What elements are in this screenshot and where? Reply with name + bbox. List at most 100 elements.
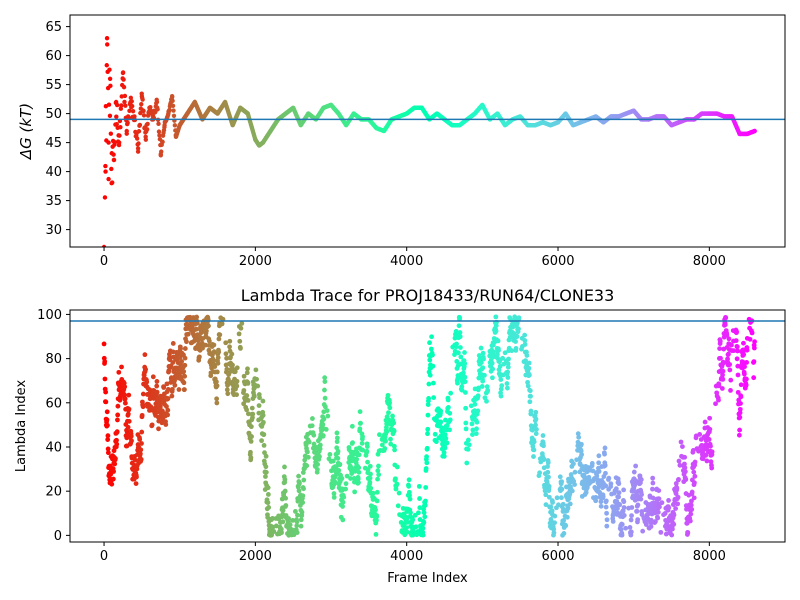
lambda-point [169,386,175,392]
lambda-point [737,406,743,412]
lambda-point [356,452,362,458]
lambda-point [375,476,380,482]
lambda-point [596,453,602,459]
lambda-point [735,372,741,378]
lambda-point [122,400,128,406]
lambda-point [589,461,595,466]
lambda-point [708,443,713,449]
lambda-point [524,353,530,358]
lambda-point [170,341,176,346]
lambda-point [559,486,565,492]
lambda-point [687,518,693,524]
lambda-point [224,387,230,393]
lambda-point [447,410,453,416]
lambda-point [142,352,148,358]
lambda-point [751,345,757,351]
lambda-point [463,426,469,432]
lambda-point [394,464,400,470]
lambda-point [656,496,662,502]
lambda-point [516,315,522,321]
lambda-point [227,338,233,344]
lambda-point [279,530,284,536]
dg-point [170,98,175,104]
lambda-point [423,466,429,471]
lambda-point [248,438,254,444]
lambda-point [425,426,431,432]
lambda-point [206,338,212,344]
lambda-point [527,399,533,405]
lambda-point [163,422,169,427]
dg-point [109,166,114,172]
lambda-point [490,375,495,381]
lambda-point [559,479,565,485]
lambda-point [223,351,229,357]
lambda-point [370,490,376,496]
lambda-point [283,495,289,501]
lambda-point [567,501,573,507]
lambda-point [385,392,391,398]
lambda-point [374,489,380,495]
lambda-point [288,526,294,532]
lambda-point [616,490,622,496]
lambda-point [557,474,563,480]
lambda-point [741,352,747,357]
dg-point [107,67,112,72]
lambda-point [139,429,145,435]
lambda-point [368,485,374,491]
dg-point [156,121,161,127]
lambda-point [708,459,714,465]
dg-point [148,104,153,110]
lambda-point [502,350,508,356]
dg-y-tick-label: 60 [45,49,62,64]
lambda-point [621,499,627,505]
lambda-point [744,360,750,365]
lambda-point [223,340,229,346]
lambda-point [737,427,743,433]
lambda-point [232,369,238,375]
lambda-point [404,529,410,535]
lambda-point [425,431,430,437]
lambda-point [629,513,634,519]
lambda-point [322,375,328,381]
lambda-point [109,481,115,487]
lambda-x-tick-label: 8000 [693,549,726,564]
lambda-point [294,530,300,535]
lambda-point [391,420,397,426]
lambda-point [673,506,678,511]
lambda-point [462,374,468,380]
lambda-point [738,394,744,400]
lambda-point [549,508,555,514]
lambda-point [564,514,570,520]
lambda-point [552,520,558,526]
dg-point [115,139,121,144]
lambda-point [751,359,757,365]
lambda-point [169,393,175,399]
lambda-point [662,511,668,516]
lambda-point [505,375,511,380]
lambda-point [260,398,266,404]
lambda-point [666,498,671,503]
dg-point [110,180,115,185]
lambda-y-axis-title: Lambda Index [14,380,29,473]
lambda-point [246,411,251,417]
lambda-point [259,438,264,444]
lambda-point [447,427,452,433]
lambda-point [196,354,202,360]
lambda-point [211,357,217,363]
lambda-point [723,315,729,321]
lambda-point [722,322,728,328]
lambda-chart: Lambda Trace for PROJ18433/RUN64/CLONE33… [14,286,786,586]
lambda-point [184,339,189,345]
lambda-point [373,531,379,537]
lambda-point [214,383,220,389]
lambda-point [384,424,389,430]
lambda-point [567,491,573,497]
lambda-point [430,363,436,369]
lambda-point [676,476,681,482]
lambda-point [426,381,432,387]
lambda-point [468,403,474,409]
lambda-point [526,365,532,371]
lambda-point [122,384,128,390]
dg-x-axis: 0 2000 4000 6000 8000 [100,247,726,269]
lambda-point [137,437,143,442]
